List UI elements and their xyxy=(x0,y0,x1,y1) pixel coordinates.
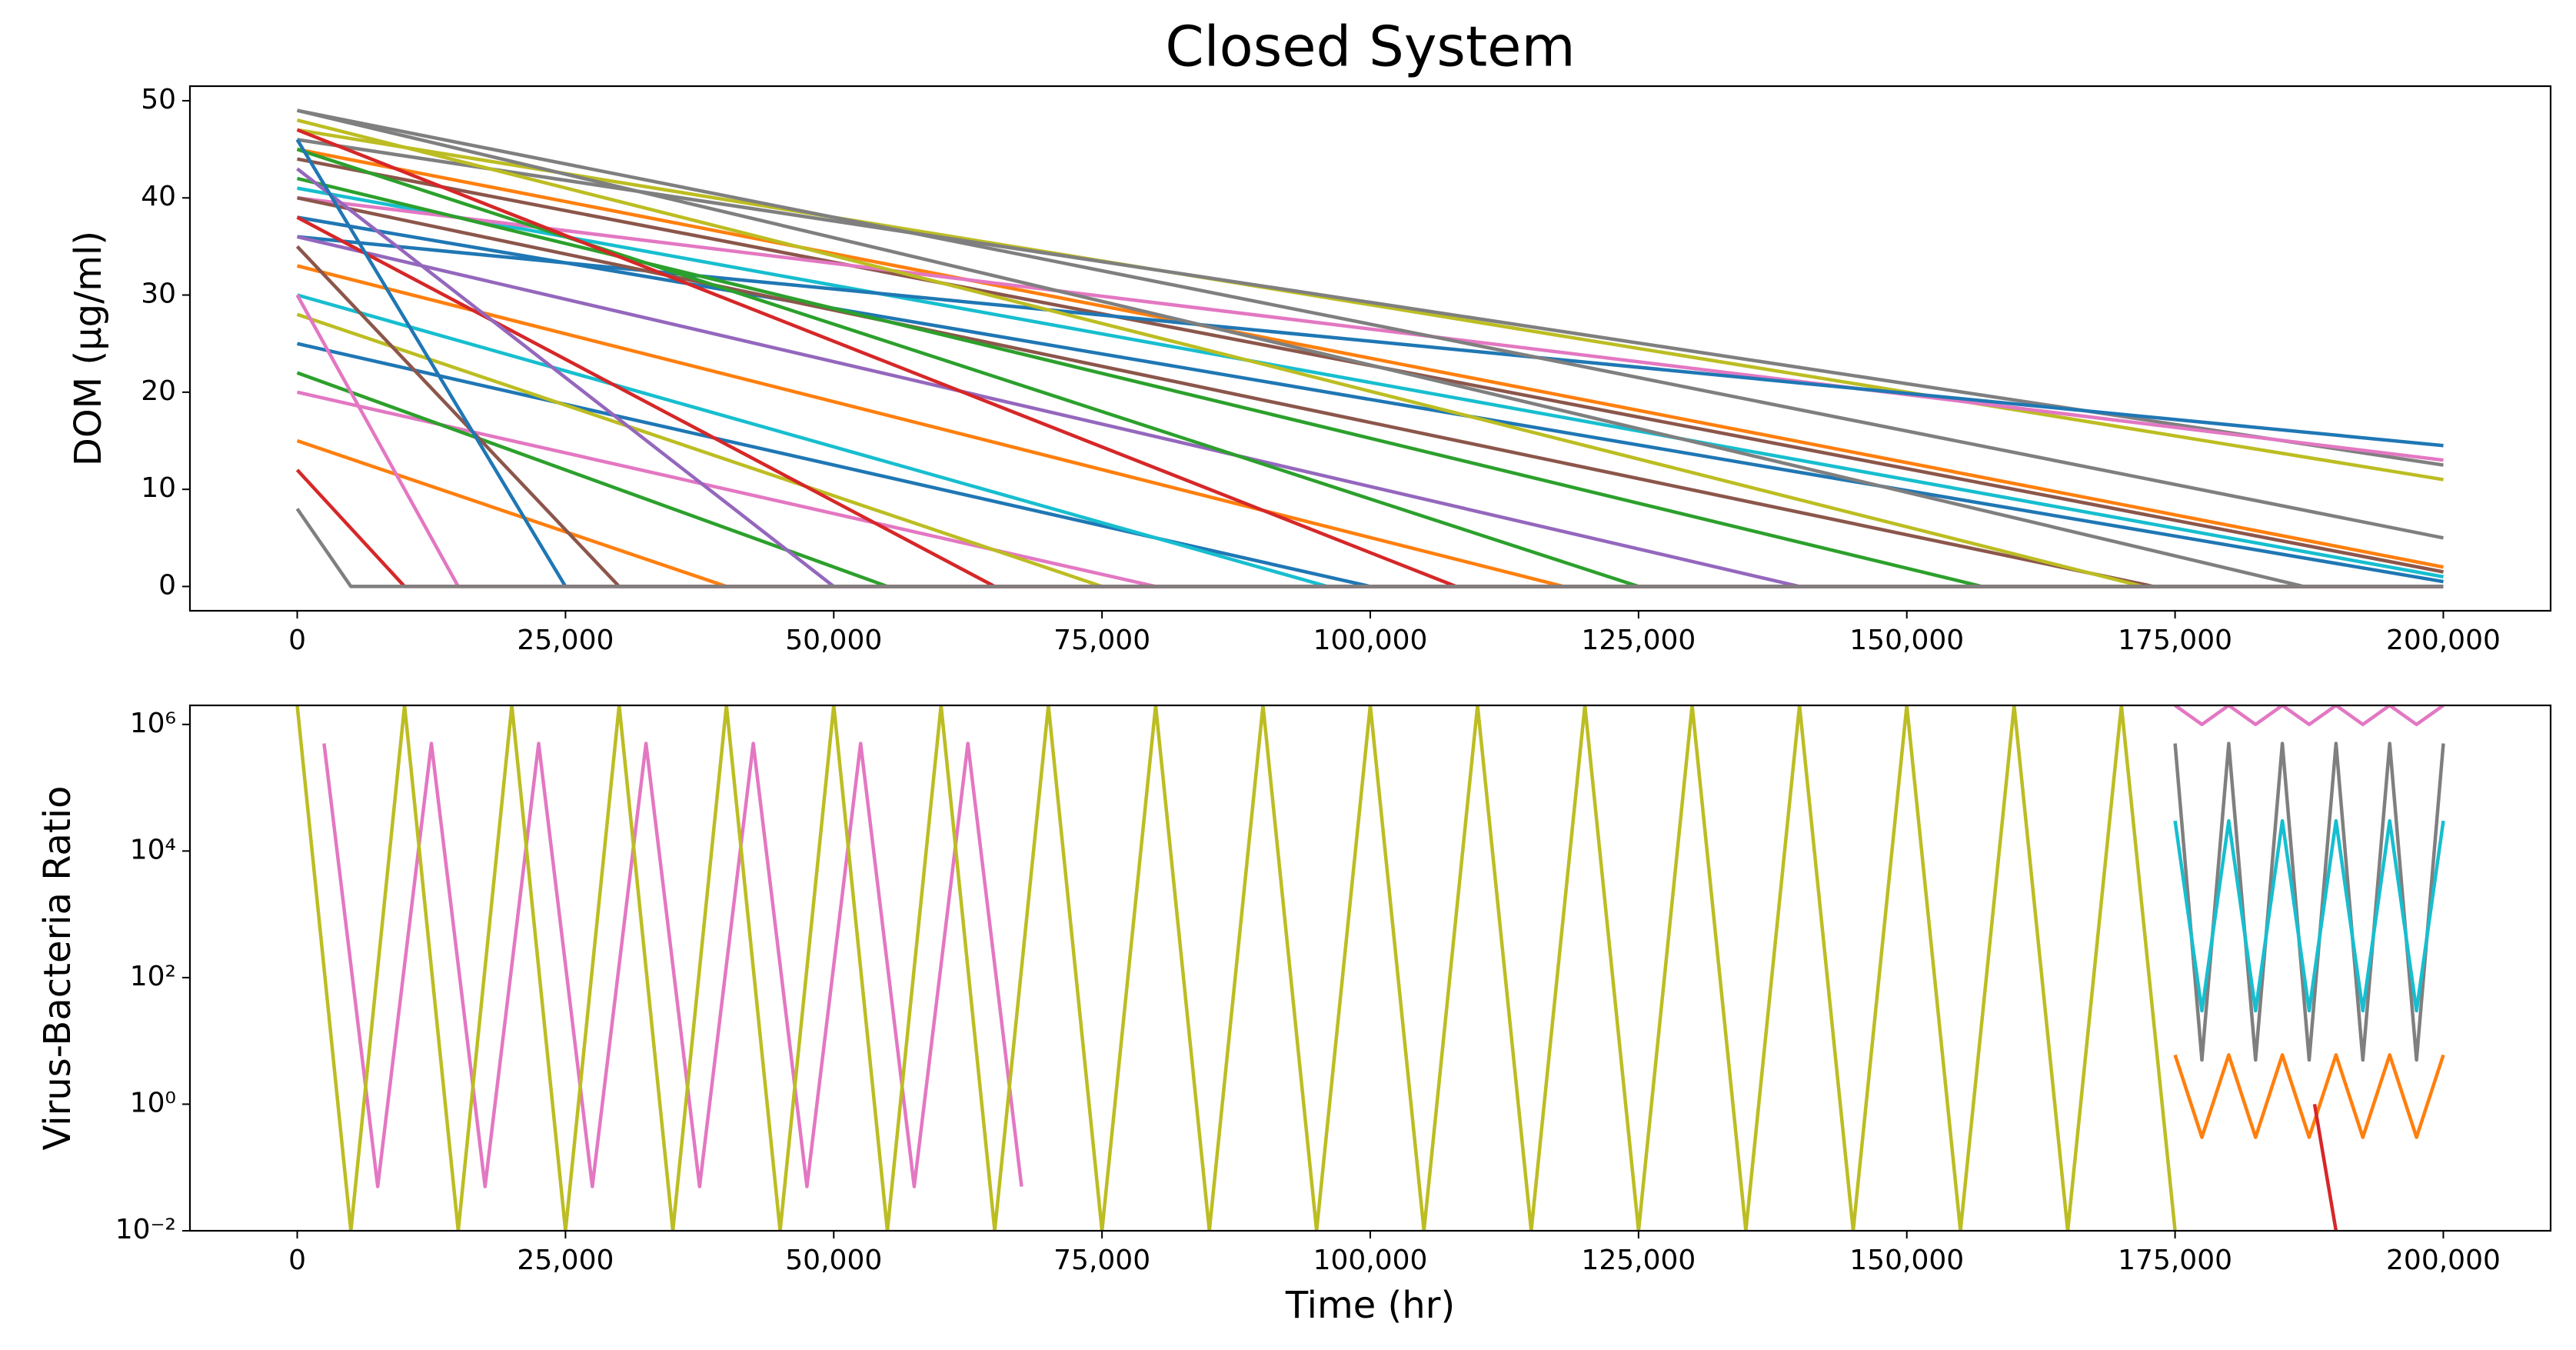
x-tick-label: 50,000 xyxy=(785,1245,882,1276)
series-line xyxy=(322,742,1023,1188)
x-tick-label: 100,000 xyxy=(1313,625,1428,656)
x-tick-label: 200,000 xyxy=(2386,1245,2501,1276)
x-tick-label: 0 xyxy=(288,1245,306,1276)
y-tick-label: 10⁻² xyxy=(115,1214,176,1245)
series-line xyxy=(296,438,2444,588)
x-tick-label: 175,000 xyxy=(2118,625,2232,656)
series-line xyxy=(2173,1053,2445,1139)
series-line xyxy=(295,705,2177,1231)
plot-area xyxy=(295,108,2444,588)
y-tick-label: 0 xyxy=(158,569,176,601)
x-tick-label: 75,000 xyxy=(1053,625,1150,656)
series-line xyxy=(297,235,2444,448)
y-tick-label: 30 xyxy=(141,278,176,310)
x-axis-label: Time (hr) xyxy=(1285,1284,1455,1327)
series-line xyxy=(297,186,2444,579)
x-tick-label: 200,000 xyxy=(2386,625,2501,656)
series-line xyxy=(296,235,2444,588)
x-tick-label: 0 xyxy=(288,625,306,656)
series-line xyxy=(297,128,2444,482)
y-tick-label: 10⁰ xyxy=(130,1087,176,1118)
y-tick-label: 10² xyxy=(130,961,176,992)
x-tick-label: 75,000 xyxy=(1053,1245,1150,1276)
series-line xyxy=(2173,818,2445,1013)
y-axis-label: Virus-Bacteria Ratio xyxy=(36,786,79,1151)
y-tick-label: 10 xyxy=(141,472,176,504)
x-tick-label: 150,000 xyxy=(1849,625,1964,656)
x-tick-label: 175,000 xyxy=(2118,1245,2232,1276)
series-line xyxy=(295,508,2444,588)
x-tick-label: 125,000 xyxy=(1581,625,1696,656)
series-line xyxy=(297,215,2444,584)
x-tick-label: 125,000 xyxy=(1581,1245,1696,1276)
x-tick-label: 150,000 xyxy=(1849,1245,1964,1276)
y-tick-label: 10⁶ xyxy=(130,708,176,739)
y-axis-label: DOM (μg/ml) xyxy=(67,231,110,466)
series-line xyxy=(297,147,2444,569)
series-line xyxy=(2174,705,2445,727)
y-tick-label: 20 xyxy=(141,375,176,407)
series-line xyxy=(296,147,2444,588)
y-tick-label: 40 xyxy=(141,181,176,212)
series-line xyxy=(296,167,2444,588)
y-tick-label: 50 xyxy=(141,84,176,115)
y-tick-label: 10⁴ xyxy=(130,834,176,865)
series-line xyxy=(297,108,2444,540)
series-line xyxy=(297,195,2444,462)
plot-area xyxy=(295,705,2445,1231)
x-tick-label: 50,000 xyxy=(785,625,882,656)
x-tick-label: 25,000 xyxy=(517,1245,614,1276)
x-tick-label: 25,000 xyxy=(517,625,614,656)
chart-title: Closed System xyxy=(1165,15,1575,79)
series-line xyxy=(2312,1104,2338,1231)
series-line xyxy=(2173,742,2445,1062)
x-tick-label: 100,000 xyxy=(1313,1245,1428,1276)
series-line xyxy=(296,312,2444,588)
